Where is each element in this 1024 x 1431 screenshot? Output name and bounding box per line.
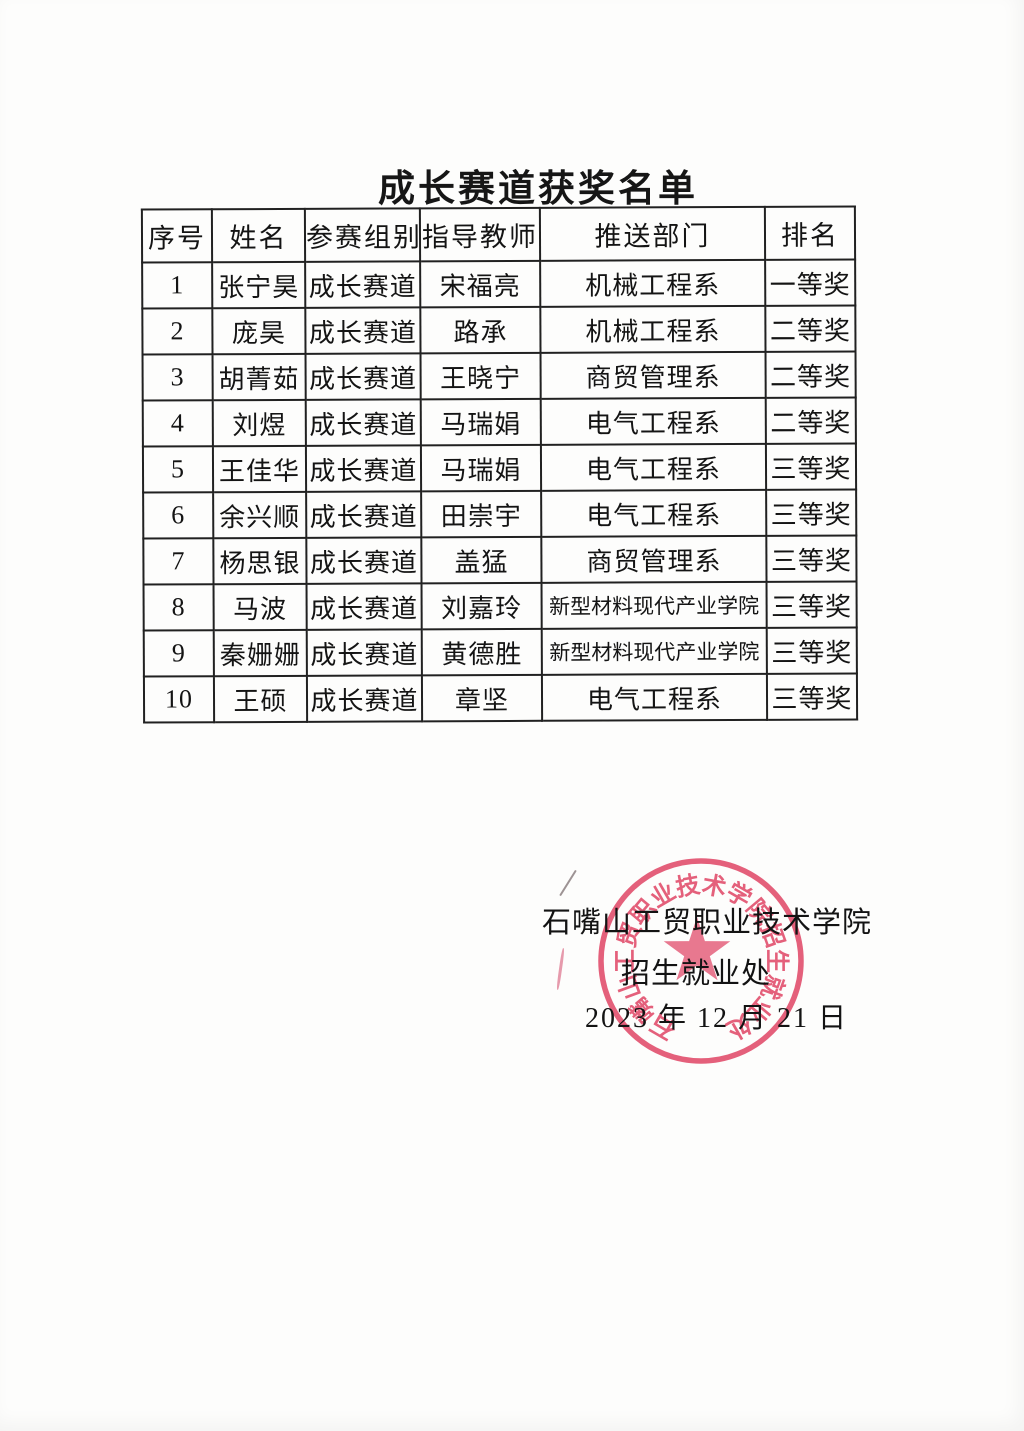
table-cell: 王晓宁 — [420, 352, 541, 400]
table-cell: 10 — [143, 676, 215, 723]
table-cell: 刘煜 — [212, 399, 306, 447]
table-cell: 成长赛道 — [305, 353, 421, 400]
table-cell: 二等奖 — [765, 397, 856, 444]
table-cell: 电气工程系 — [540, 443, 767, 491]
table-cell: 成长赛道 — [306, 629, 422, 676]
table-cell: 成长赛道 — [306, 675, 423, 722]
table-cell: 二等奖 — [765, 305, 856, 352]
table-cell: 马瑞娟 — [420, 444, 542, 492]
table-cell: 商贸管理系 — [540, 351, 766, 399]
table-cell: 新型材料现代产业学院 — [541, 627, 767, 675]
signature-date-line: 2023 年 12 月 21 日 — [585, 1003, 849, 1034]
official-seal: 石嘴山工贸职业技术学院招生就业处 — [588, 848, 816, 1076]
table-cell: 一等奖 — [765, 259, 856, 306]
table-cell: 路承 — [420, 306, 541, 354]
table-cell: 3 — [142, 354, 213, 401]
table-cell: 三等奖 — [766, 627, 857, 674]
table-cell: 王佳华 — [212, 445, 307, 493]
table-row: 6 余兴顺 成长赛道 田崇宇 电气工程系 三等奖 — [143, 489, 857, 539]
table-cell: 9 — [143, 630, 214, 677]
table-cell: 成长赛道 — [306, 537, 422, 584]
table-row: 7 杨思银 成长赛道 盖猛 商贸管理系 三等奖 — [143, 535, 857, 585]
page-title: 成长赛道获奖名单 — [378, 169, 698, 210]
table-cell: 三等奖 — [765, 443, 857, 490]
table-cell: 二等奖 — [765, 351, 856, 398]
pen-mark — [559, 869, 577, 897]
seal-star-icon — [663, 917, 731, 981]
seal-ring — [598, 858, 804, 1064]
table-cell: 6 — [143, 492, 214, 539]
signature-dept-line: 招生就业处 — [621, 958, 772, 990]
table-cell: 余兴顺 — [213, 491, 307, 539]
table-cell: 5 — [142, 446, 214, 493]
table-cell: 田崇宇 — [421, 490, 542, 538]
table-cell: 章坚 — [421, 674, 543, 722]
table-cell: 庞昊 — [212, 307, 306, 355]
table-row: 5 王佳华 成长赛道 马瑞娟 电气工程系 三等奖 — [142, 443, 857, 493]
table-cell: 马波 — [213, 583, 307, 631]
table-row: 10 王硕 成长赛道 章坚 电气工程系 三等奖 — [143, 673, 858, 723]
table-cell: 1 — [142, 262, 213, 309]
table-row: 3 胡菁茹 成长赛道 王晓宁 商贸管理系 二等奖 — [142, 351, 856, 401]
pen-mark — [556, 947, 565, 991]
awards-table-body: 1 张宁昊 成长赛道 宋福亮 机械工程系 一等奖 2 庞昊 成长赛道 路承 机械… — [142, 259, 858, 723]
signature-org-line: 石嘴山工贸职业技术学院 — [542, 907, 873, 939]
table-cell: 胡菁茹 — [212, 353, 306, 401]
table-cell: 成长赛道 — [305, 261, 421, 308]
header-cell: 推送部门 — [539, 206, 766, 261]
header-row: 序号 姓名 参赛组别 指导教师 推送部门 排名 — [141, 206, 856, 263]
table-cell: 秦姗姗 — [213, 629, 307, 677]
table-cell: 4 — [142, 400, 213, 447]
awards-table-container: 序号 姓名 参赛组别 指导教师 推送部门 排名 1 张宁昊 成长赛道 宋福亮 机械工程系 … — [141, 205, 858, 723]
table-cell: 黄德胜 — [421, 628, 542, 676]
awards-table: 序号 姓名 参赛组别 指导教师 推送部门 排名 1 张宁昊 成长赛道 宋福亮 机械工程系 … — [141, 205, 858, 723]
table-row: 4 刘煜 成长赛道 马瑞娟 电气工程系 二等奖 — [142, 397, 856, 447]
table-cell: 机械工程系 — [540, 305, 766, 353]
table-cell: 7 — [143, 538, 214, 585]
header-cell: 序号 — [141, 209, 213, 263]
table-cell: 电气工程系 — [540, 397, 766, 445]
table-cell: 三等奖 — [766, 535, 857, 582]
table-cell: 电气工程系 — [541, 489, 767, 537]
table-cell: 成长赛道 — [305, 307, 421, 354]
awards-table-head: 序号 姓名 参赛组别 指导教师 推送部门 排名 — [141, 206, 856, 263]
table-cell: 商贸管理系 — [541, 535, 767, 583]
table-cell: 成长赛道 — [306, 491, 422, 538]
header-cell: 姓名 — [211, 208, 306, 263]
table-cell: 杨思银 — [213, 537, 307, 585]
table-row: 9 秦姗姗 成长赛道 黄德胜 新型材料现代产业学院 三等奖 — [143, 627, 857, 677]
header-cell: 排名 — [764, 206, 856, 260]
table-row: 2 庞昊 成长赛道 路承 机械工程系 二等奖 — [142, 305, 856, 355]
table-cell: 王硕 — [213, 675, 308, 723]
table-cell: 三等奖 — [766, 489, 857, 536]
table-cell: 新型材料现代产业学院 — [541, 581, 767, 629]
seal-ring-char: 技 — [674, 871, 703, 902]
table-cell: 2 — [142, 308, 213, 355]
seal-ring-char: 生 — [763, 949, 790, 973]
table-cell: 盖猛 — [421, 536, 542, 584]
table-cell: 成长赛道 — [306, 583, 422, 630]
seal-ring-char: 工 — [613, 949, 639, 973]
table-cell: 张宁昊 — [212, 261, 306, 309]
table-cell: 成长赛道 — [305, 445, 422, 492]
table-cell: 三等奖 — [766, 673, 858, 720]
table-cell: 8 — [143, 584, 214, 631]
table-cell: 马瑞娟 — [420, 398, 541, 446]
seal-ring-char: 术 — [700, 871, 728, 902]
table-cell: 电气工程系 — [541, 673, 768, 721]
table-row: 8 马波 成长赛道 刘嘉玲 新型材料现代产业学院 三等奖 — [143, 581, 857, 631]
table-cell: 机械工程系 — [540, 259, 766, 307]
header-cell: 参赛组别 — [304, 208, 421, 262]
header-cell: 指导教师 — [419, 207, 541, 262]
table-cell: 成长赛道 — [305, 399, 421, 446]
table-cell: 刘嘉玲 — [421, 582, 542, 630]
table-cell: 三等奖 — [766, 581, 857, 628]
table-row: 1 张宁昊 成长赛道 宋福亮 机械工程系 一等奖 — [142, 259, 856, 309]
table-cell: 宋福亮 — [420, 260, 541, 308]
